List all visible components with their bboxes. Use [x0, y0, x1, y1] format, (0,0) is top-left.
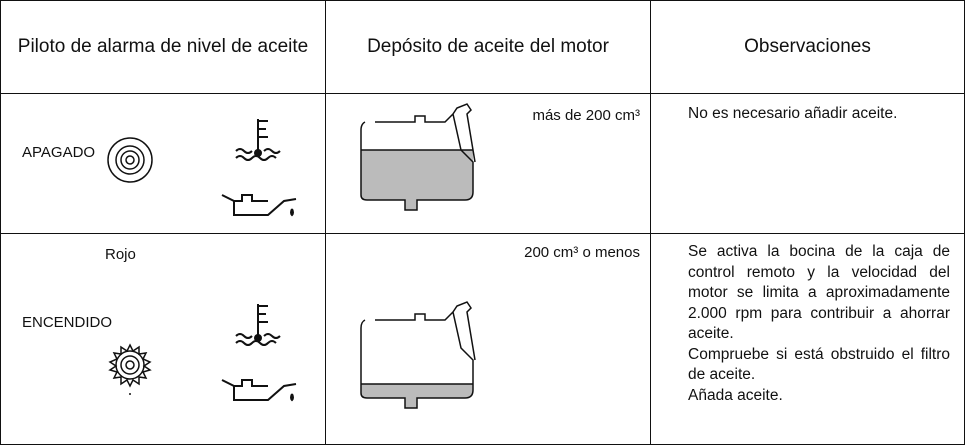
header-cell: Observaciones [650, 0, 965, 94]
header-text: Piloto de alarma de nivel de aceite [17, 36, 309, 57]
tank-icon [360, 301, 476, 409]
state-label: ENCENDIDO [22, 314, 113, 331]
oil-warning-icon [221, 119, 297, 217]
lamp-on-icon [108, 343, 152, 395]
header-cell: Piloto de alarma de nivel de aceite [0, 0, 326, 94]
header-text: Observaciones [744, 36, 871, 57]
tank-icon [360, 103, 476, 211]
remarks: Se activa la bocina de la caja de contro… [688, 242, 950, 406]
state-label: APAGADO [22, 144, 96, 161]
level-label: 200 cm³ o menos [524, 244, 640, 261]
color-label: Rojo [105, 246, 136, 263]
remark-text: Compruebe si está obstruido el filtro de… [688, 345, 950, 384]
level-label: más de 200 cm³ [532, 107, 640, 124]
lamp-off-icon [107, 137, 153, 183]
oil-warning-icon [221, 304, 297, 402]
remark-text: Añada aceite. [688, 386, 783, 404]
remarks: No es necesario añadir aceite. [688, 104, 950, 125]
remark-text: No es necesario añadir aceite. [688, 105, 898, 122]
header-cell: Depósito de aceite del motor [325, 0, 651, 94]
header-text: Depósito de aceite del motor [367, 36, 609, 57]
remark-text: Se activa la bocina de la caja de contro… [688, 243, 950, 342]
